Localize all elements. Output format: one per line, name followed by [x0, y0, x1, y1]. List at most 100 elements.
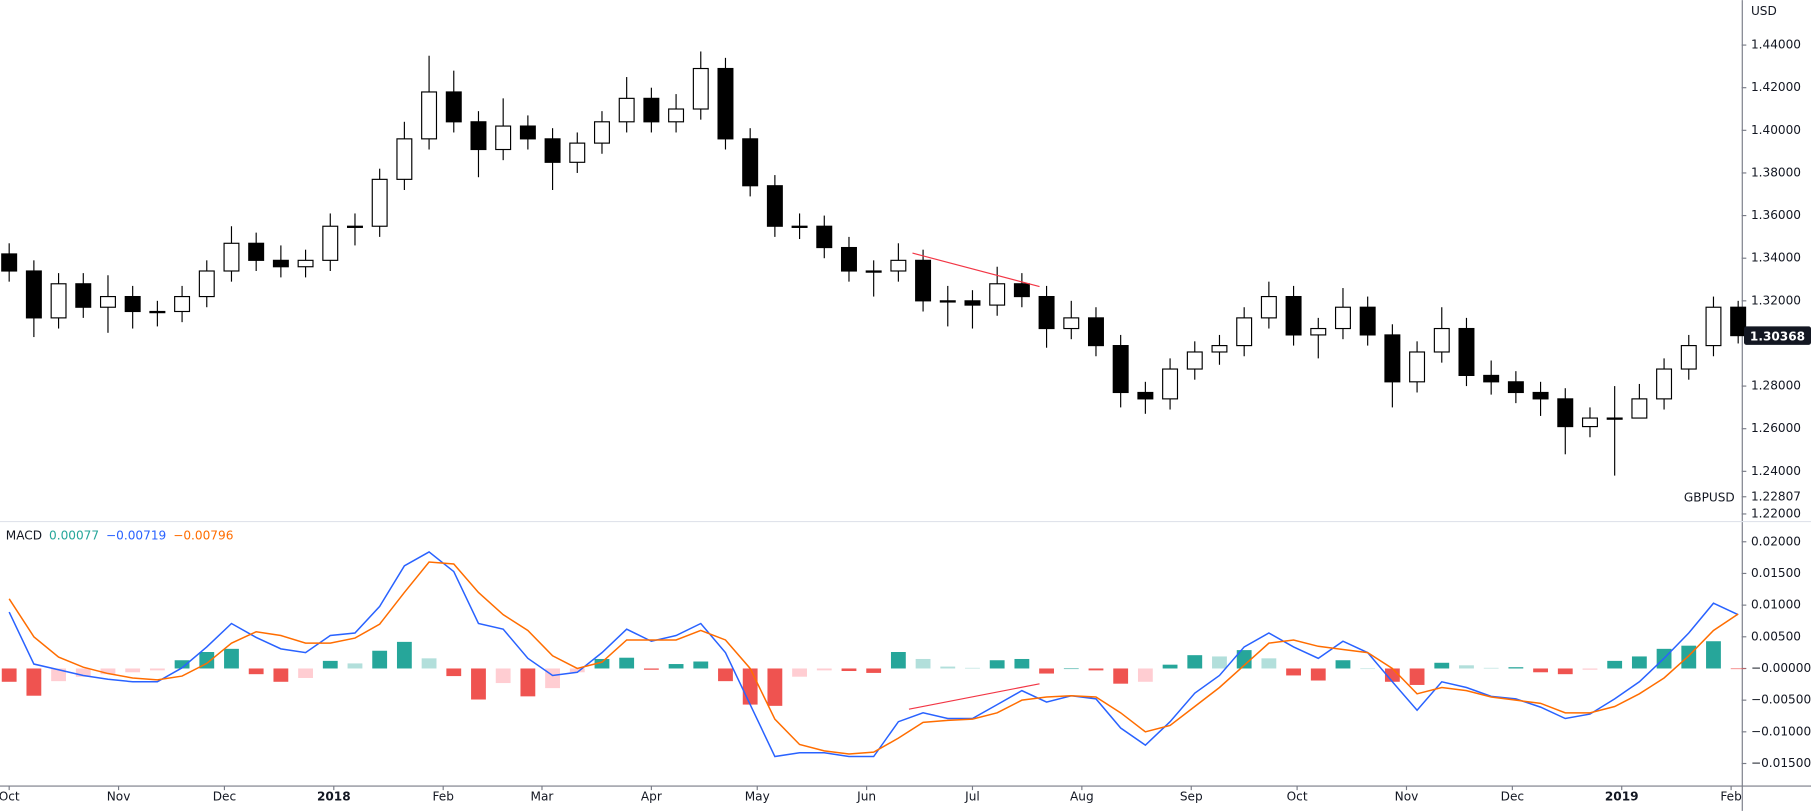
- histogram-bar: [1063, 668, 1079, 670]
- histogram-bar: [1, 668, 17, 682]
- histogram-bar: [1459, 665, 1474, 669]
- y-tick-label: 1.22000: [1751, 506, 1801, 520]
- histogram-bar: [1039, 668, 1054, 674]
- candle-body: [618, 97, 635, 123]
- histogram-bar: [742, 668, 758, 705]
- histogram-bar: [372, 650, 388, 669]
- candle-body: [124, 295, 141, 313]
- candle-body: [1483, 374, 1500, 383]
- candle-body: [890, 259, 907, 272]
- candle-body: [1186, 351, 1203, 370]
- histogram-bar: [1483, 667, 1499, 669]
- y-tick-label: −0.00500: [1751, 693, 1811, 707]
- candle-body: [1730, 306, 1747, 337]
- candle-body: [1557, 398, 1574, 428]
- histogram-bar: [1187, 655, 1203, 669]
- candle-body: [297, 259, 314, 268]
- histogram-bar: [1409, 668, 1425, 685]
- candle-body: [421, 91, 438, 140]
- macd-line: [8, 561, 1739, 755]
- histogram-bar: [594, 658, 610, 669]
- histogram-bar: [446, 668, 462, 677]
- candle-body: [445, 91, 462, 123]
- currency-label: USD: [1751, 4, 1777, 18]
- candle-body: [1087, 317, 1104, 347]
- candle-body: [1458, 327, 1475, 377]
- histogram-bar: [347, 663, 363, 669]
- candle-body: [322, 225, 339, 261]
- candle-body: [964, 300, 981, 306]
- histogram-bar: [989, 660, 1005, 669]
- y-tick-label: 1.26000: [1751, 421, 1801, 435]
- x-tick-label: Jul: [964, 790, 980, 804]
- candle-body: [1334, 306, 1351, 330]
- candle-body: [1656, 368, 1673, 400]
- histogram-bar: [718, 668, 733, 682]
- y-tick-label: 1.44000: [1751, 38, 1801, 52]
- indicator-title: MACD: [6, 529, 42, 543]
- candle-body: [396, 138, 413, 180]
- last-price-label: 1.30368: [1750, 329, 1805, 343]
- histogram-bar: [693, 661, 709, 669]
- y-tick-label: 0.01500: [1751, 566, 1801, 580]
- histogram-bar: [1137, 668, 1153, 682]
- histogram-bar: [1631, 656, 1647, 669]
- last-price-box: [1744, 326, 1811, 345]
- x-tick-label: Oct: [1287, 790, 1308, 804]
- candle-body: [1606, 417, 1623, 420]
- histogram-bar: [471, 668, 486, 700]
- histogram-bar: [915, 658, 931, 669]
- histogram-bar: [26, 668, 42, 696]
- y-tick-label: 0.02000: [1751, 534, 1801, 548]
- candle-body: [1680, 345, 1697, 370]
- candle-body: [1310, 327, 1327, 336]
- x-tick-label: Apr: [641, 790, 662, 804]
- candle-body: [1236, 317, 1253, 347]
- y-tick-label: 0.00500: [1751, 629, 1801, 643]
- candle-body: [939, 300, 956, 303]
- x-tick-label: Oct: [0, 790, 20, 804]
- histogram-bar: [1607, 660, 1623, 669]
- candle-body: [668, 108, 685, 123]
- y-tick-label: 1.22807: [1751, 489, 1801, 503]
- candle-body: [1507, 381, 1524, 394]
- histogram-bar: [1730, 668, 1746, 670]
- histogram-bar: [1681, 645, 1697, 669]
- histogram-bar: [1360, 668, 1376, 670]
- y-tick-label: 1.24000: [1751, 464, 1801, 478]
- candle-body: [519, 125, 536, 140]
- candle-body: [1384, 334, 1401, 383]
- histogram-bar: [767, 668, 783, 706]
- candle-body: [149, 310, 166, 314]
- candle-body: [1409, 351, 1426, 383]
- histogram-bar: [224, 648, 239, 669]
- x-tick-label: 2018: [317, 790, 351, 804]
- histogram-bar: [1286, 668, 1301, 676]
- histogram-bar: [1261, 658, 1277, 669]
- candle-body: [840, 246, 857, 272]
- histogram-bar: [125, 668, 141, 673]
- candle-body: [1532, 391, 1549, 400]
- histogram-bar: [248, 668, 264, 675]
- x-tick-label: Feb: [1720, 790, 1742, 804]
- histogram-bar: [149, 668, 165, 671]
- candle-body: [1211, 345, 1228, 353]
- candle-body: [99, 295, 116, 308]
- histogram-bar: [1212, 656, 1227, 669]
- histogram-bar: [1582, 668, 1598, 670]
- candle-body: [717, 67, 734, 140]
- candle-body: [272, 259, 289, 268]
- histogram-bar: [619, 657, 635, 669]
- histogram-bar: [273, 668, 289, 682]
- y-tick-label: −0.01500: [1751, 756, 1811, 770]
- x-tick-label: Jun: [856, 790, 876, 804]
- candle-body: [1260, 295, 1277, 319]
- candle-body: [346, 225, 363, 228]
- x-tick-label: Mar: [531, 790, 554, 804]
- x-tick-label: Aug: [1070, 790, 1094, 804]
- histogram-bar: [1236, 650, 1252, 669]
- trend-line: [912, 252, 1040, 288]
- candle-body: [865, 270, 882, 273]
